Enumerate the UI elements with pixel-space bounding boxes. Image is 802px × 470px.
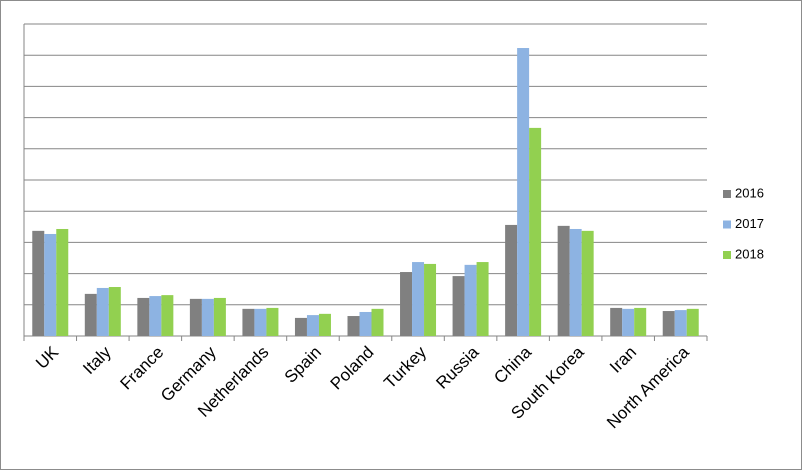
bar bbox=[56, 228, 69, 336]
bar bbox=[201, 298, 214, 336]
bar bbox=[294, 317, 307, 336]
bar bbox=[96, 287, 109, 336]
bar bbox=[32, 230, 45, 336]
bar bbox=[149, 296, 162, 336]
bar bbox=[610, 307, 623, 336]
bar bbox=[581, 230, 594, 336]
legend-label: 2018 bbox=[735, 246, 764, 261]
bar bbox=[686, 308, 699, 336]
bar bbox=[569, 228, 582, 336]
bar bbox=[662, 311, 675, 336]
bar bbox=[529, 127, 542, 336]
bar bbox=[517, 48, 530, 337]
bar bbox=[412, 262, 425, 336]
bar bbox=[359, 311, 372, 336]
bar bbox=[189, 298, 202, 336]
bar bbox=[371, 308, 384, 336]
bar bbox=[318, 313, 331, 336]
legend-label: 2017 bbox=[735, 216, 764, 231]
legend-swatch bbox=[723, 190, 731, 198]
bar bbox=[254, 308, 267, 336]
bar bbox=[476, 262, 489, 336]
bar bbox=[347, 316, 360, 336]
bar bbox=[400, 272, 413, 336]
bar bbox=[452, 276, 465, 336]
bar bbox=[266, 307, 279, 336]
bar bbox=[622, 308, 635, 336]
bar bbox=[213, 297, 226, 336]
bar bbox=[464, 264, 477, 336]
bar bbox=[674, 310, 687, 336]
legend-swatch bbox=[723, 251, 731, 259]
bar bbox=[505, 224, 518, 336]
bar bbox=[557, 225, 570, 336]
bar bbox=[84, 293, 97, 336]
bar bbox=[108, 287, 121, 336]
bar bbox=[44, 233, 57, 336]
bar bbox=[306, 315, 319, 336]
bar bbox=[424, 263, 437, 336]
legend-label: 2016 bbox=[735, 185, 764, 200]
bar bbox=[137, 297, 150, 336]
bar bbox=[242, 308, 255, 336]
bar bbox=[634, 307, 647, 336]
bar bbox=[161, 295, 174, 336]
legend-swatch bbox=[723, 220, 731, 229]
